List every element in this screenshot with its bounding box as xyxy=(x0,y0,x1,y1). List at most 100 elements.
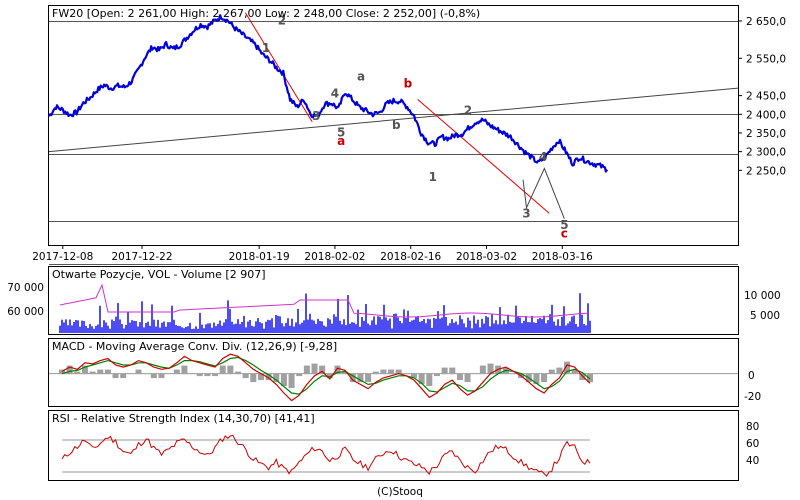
macd-histogram-bar xyxy=(564,361,571,375)
macd-histogram-bar xyxy=(242,373,249,379)
wave-label: 2 xyxy=(278,14,286,28)
macd-histogram-bar xyxy=(250,373,257,383)
wave-label: a xyxy=(337,134,345,148)
rsi-right-tick: 80 xyxy=(746,421,759,433)
rsi-right-tick: 60 xyxy=(746,438,759,450)
macd-histogram-bar xyxy=(464,373,471,383)
macd-histogram-bar xyxy=(426,373,433,387)
price-y-tick-label: 2 650,0 xyxy=(746,16,786,28)
macd-histogram-bar xyxy=(380,369,387,375)
price-panel-frame xyxy=(48,5,739,246)
macd-histogram-bar xyxy=(587,373,593,383)
macd-histogram-bar xyxy=(158,373,165,379)
price-panel-title: FW20 [Open: 2 261,00 High: 2 267,00 Low:… xyxy=(52,7,480,20)
macd-histogram-bar xyxy=(166,373,173,375)
macd-histogram-bar xyxy=(510,373,517,375)
red-trend-line xyxy=(244,12,313,123)
macd-histogram-bar xyxy=(403,373,410,375)
macd-histogram-bar xyxy=(541,373,548,383)
price-x-tick-label: 2018-02-02 xyxy=(304,251,365,263)
macd-histogram-bar xyxy=(433,373,440,377)
volume-layer xyxy=(59,283,591,333)
macd-right-tick: 0 xyxy=(748,370,755,382)
wave-label: 1 xyxy=(262,41,270,55)
macd-histogram-bar xyxy=(548,369,555,375)
macd-histogram-bar xyxy=(579,373,586,381)
macd-histogram-bar xyxy=(120,373,127,379)
macd-histogram-bar xyxy=(357,373,364,383)
macd-histogram-bar xyxy=(89,371,96,375)
wave-label: 4 xyxy=(331,86,339,100)
projection-path xyxy=(522,167,565,220)
macd-histogram-bar xyxy=(303,365,310,375)
price-y-tick-label: 2 400,0 xyxy=(746,109,786,121)
macd-histogram-bar xyxy=(487,363,494,375)
macd-histogram-bar xyxy=(181,365,188,375)
macd-panel-frame xyxy=(48,338,739,407)
macd-histogram-bar xyxy=(441,367,448,375)
macd-signal-line xyxy=(61,356,591,395)
macd-histogram-bar xyxy=(204,373,211,377)
macd-histogram-bar xyxy=(411,373,417,379)
macd-histogram-bar xyxy=(288,373,295,389)
macd-histogram-bar xyxy=(571,369,578,375)
price-y-tick-label: 2 300,0 xyxy=(746,147,786,159)
macd-histogram-bar xyxy=(395,369,402,375)
volume-left-tick: 70 000 xyxy=(7,282,44,294)
macd-line xyxy=(61,353,591,402)
macd-histogram-bar xyxy=(189,373,196,375)
macd-histogram-bar xyxy=(556,367,563,375)
red-trend-line xyxy=(417,98,550,214)
volume-panel-frame xyxy=(48,266,739,335)
macd-histogram-bar xyxy=(319,365,326,375)
price-x-tick-label: 2018-03-16 xyxy=(532,251,593,263)
wave-label: b xyxy=(392,118,401,132)
wave-label: 5 xyxy=(337,126,345,140)
price-y-tick-label: 2 250,0 xyxy=(746,165,786,177)
price-y-tick-label: 2 550,0 xyxy=(746,53,786,65)
rsi-panel-frame xyxy=(48,410,739,481)
price-y-tick-label: 2 450,0 xyxy=(746,91,786,103)
macd-histogram-bar xyxy=(59,369,65,375)
macd-histogram-bar xyxy=(97,369,104,375)
price-x-tick-label: 2017-12-22 xyxy=(111,251,172,263)
macd-histogram-bar xyxy=(173,369,180,375)
macd-histogram-bar xyxy=(334,365,341,375)
macd-histogram-bar xyxy=(74,371,81,375)
macd-histogram-bar xyxy=(533,373,540,385)
wave-label: 3 xyxy=(312,109,320,123)
rsi-panel-title: RSI - Relative Strength Index (14,30,70)… xyxy=(52,412,315,425)
volume-panel-title: Otwarte Pozycje, VOL - Volume [2 907] xyxy=(52,268,266,281)
macd-histogram-bar xyxy=(342,371,349,375)
macd-histogram-bar xyxy=(219,365,226,375)
price-series-line xyxy=(48,14,609,173)
macd-histogram-bar xyxy=(472,373,479,375)
wave-label: b xyxy=(404,76,413,90)
volume-right-tick: 5 000 xyxy=(750,310,780,322)
macd-histogram-bar xyxy=(388,369,395,375)
macd-histogram-bar xyxy=(280,373,287,387)
price-x-tick-label: 2017-12-08 xyxy=(32,251,93,263)
wave-label: 2 xyxy=(464,103,472,117)
price-y-tick-label: 2 350,0 xyxy=(746,128,786,140)
footer-credit: (C)Stooq xyxy=(377,486,423,498)
macd-histogram-bar xyxy=(456,373,463,381)
macd-histogram-bar xyxy=(104,369,111,375)
macd-histogram-bar xyxy=(135,369,142,375)
macd-histogram-bar xyxy=(143,373,150,375)
trend-line xyxy=(48,87,739,153)
wave-label: 4 xyxy=(539,150,547,164)
price-x-tick-label: 2018-01-19 xyxy=(229,251,290,263)
macd-histogram-bar xyxy=(81,365,88,375)
macd-histogram-bar xyxy=(372,371,379,375)
macd-layer xyxy=(49,353,738,402)
rsi-layer xyxy=(61,434,591,477)
macd-histogram-bar xyxy=(127,373,134,375)
macd-histogram-bar xyxy=(449,367,456,375)
macd-histogram-bar xyxy=(227,365,234,375)
wave-label: a xyxy=(357,70,365,84)
macd-histogram-bar xyxy=(196,373,203,377)
macd-panel-title: MACD - Moving Average Conv. Div. (12,26,… xyxy=(52,340,337,353)
